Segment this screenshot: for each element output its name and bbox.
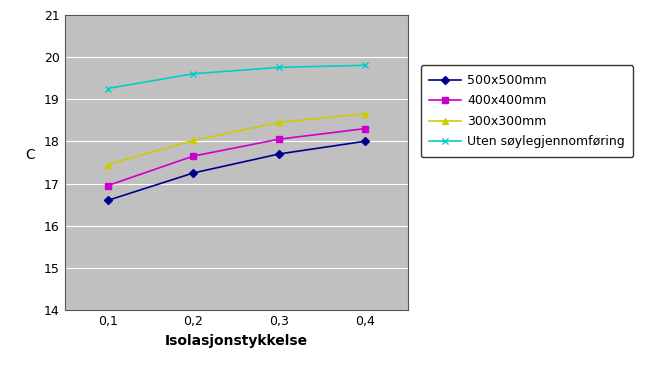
Y-axis label: C: C [25,149,35,162]
Uten søylegjennomføring [104,87,111,91]
Uten søylegjennomføring [275,65,283,70]
500x500mm [361,139,369,143]
X-axis label: Isolasjonstykkelse: Isolasjonstykkelse [164,334,308,348]
Uten søylegjennomføring [361,63,369,68]
300x300mm [104,162,111,167]
Line: Uten søylegjennomføring: Uten søylegjennomføring [105,62,367,91]
400x400mm [104,184,111,188]
500x500mm [275,152,283,156]
400x400mm [275,137,283,141]
Legend: 500x500mm, 400x400mm, 300x300mm, Uten søylegjennomføring: 500x500mm, 400x400mm, 300x300mm, Uten sø… [421,65,633,157]
400x400mm [361,126,369,131]
Line: 300x300mm: 300x300mm [105,111,367,167]
Line: 500x500mm: 500x500mm [105,139,367,203]
300x300mm [190,138,197,143]
300x300mm [275,120,283,124]
500x500mm [104,198,111,203]
Line: 400x400mm: 400x400mm [105,126,367,188]
Uten søylegjennomføring [190,72,197,76]
500x500mm [190,171,197,175]
400x400mm [190,154,197,158]
300x300mm [361,112,369,116]
